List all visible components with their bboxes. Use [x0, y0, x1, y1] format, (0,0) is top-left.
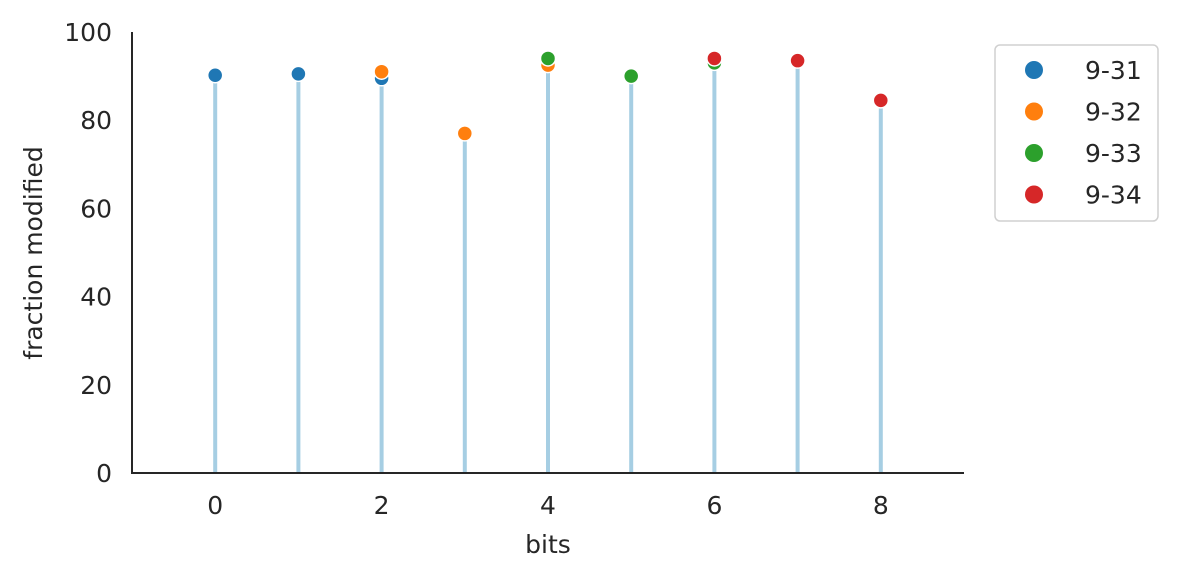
y-tick-label: 0 — [96, 459, 112, 488]
y-tick-label: 100 — [64, 18, 112, 47]
x-tick-label: 0 — [207, 491, 223, 520]
data-point-9-34 — [706, 50, 723, 67]
y-tick-label: 60 — [80, 194, 112, 223]
legend-frame — [994, 44, 1159, 222]
x-axis-title: bits — [525, 530, 571, 559]
y-axis-title: fraction modified — [19, 146, 48, 359]
legend-label: 9-32 — [1085, 98, 1142, 127]
legend-marker — [1025, 61, 1043, 79]
x-tick-label: 2 — [374, 491, 390, 520]
data-point-9-33 — [539, 50, 557, 67]
data-point-9-34 — [872, 92, 890, 109]
legend-label: 9-31 — [1085, 56, 1142, 85]
legend-marker — [1025, 185, 1043, 204]
legend-label: 9-33 — [1085, 139, 1142, 168]
data-point-9-33 — [622, 67, 640, 85]
y-tick-label: 20 — [80, 371, 112, 400]
y-tick-label: 80 — [80, 106, 112, 135]
y-tick-labels: 0 20 40 60 80 100 — [64, 18, 112, 488]
data-point-9-34 — [789, 52, 806, 69]
axes — [131, 32, 964, 474]
data-point-9-32 — [373, 63, 390, 80]
data-point-9-32 — [456, 125, 474, 142]
data-point-9-31 — [290, 65, 307, 83]
x-tick-labels: 0 2 4 6 8 — [207, 491, 889, 520]
legend-marker — [1025, 144, 1043, 162]
x-tick-label: 6 — [706, 491, 722, 520]
x-tick-label: 4 — [540, 491, 556, 520]
y-tick-label: 40 — [80, 283, 112, 312]
legend-label: 9-34 — [1085, 181, 1142, 210]
stem-lines — [213, 60, 883, 473]
legend: 9-31 9-32 9-33 9-34 — [994, 44, 1159, 222]
data-point-9-31 — [206, 66, 224, 84]
legend-marker — [1025, 102, 1043, 121]
data-points — [206, 50, 890, 142]
x-tick-label: 8 — [873, 491, 889, 520]
